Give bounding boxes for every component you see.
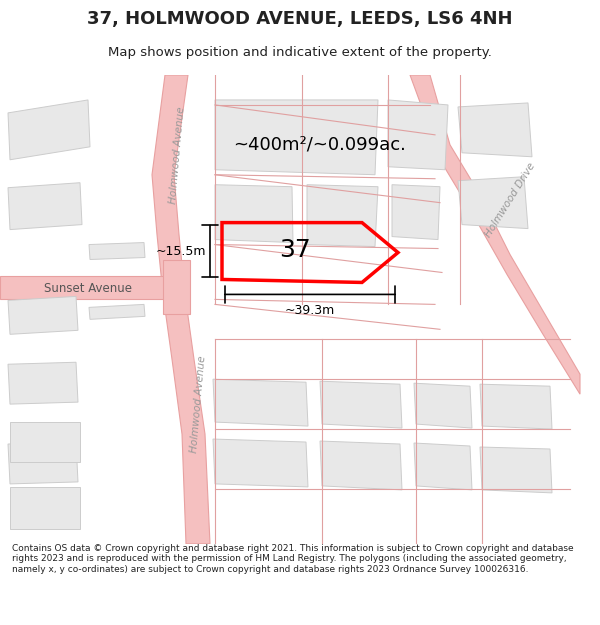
Polygon shape	[307, 185, 378, 246]
Polygon shape	[8, 100, 90, 160]
Polygon shape	[388, 100, 448, 170]
Polygon shape	[213, 439, 308, 487]
Text: 37: 37	[279, 238, 311, 261]
Polygon shape	[163, 259, 190, 314]
Polygon shape	[458, 103, 532, 157]
Text: Holmwood Avenue: Holmwood Avenue	[189, 355, 207, 453]
Polygon shape	[410, 75, 580, 394]
Polygon shape	[480, 384, 552, 429]
Polygon shape	[392, 185, 440, 239]
Polygon shape	[0, 276, 175, 299]
Text: ~39.3m: ~39.3m	[285, 304, 335, 318]
Polygon shape	[480, 447, 552, 493]
Polygon shape	[89, 242, 145, 259]
Polygon shape	[89, 304, 145, 319]
Text: 37, HOLMWOOD AVENUE, LEEDS, LS6 4NH: 37, HOLMWOOD AVENUE, LEEDS, LS6 4NH	[87, 10, 513, 27]
Polygon shape	[414, 443, 472, 490]
Text: Contains OS data © Crown copyright and database right 2021. This information is : Contains OS data © Crown copyright and d…	[12, 544, 574, 574]
Polygon shape	[414, 383, 472, 428]
Polygon shape	[152, 75, 210, 544]
Text: Map shows position and indicative extent of the property.: Map shows position and indicative extent…	[108, 46, 492, 59]
Polygon shape	[320, 441, 402, 490]
Polygon shape	[10, 422, 80, 462]
Text: Sunset Avenue: Sunset Avenue	[44, 282, 132, 295]
Text: ~15.5m: ~15.5m	[155, 244, 206, 258]
Polygon shape	[8, 362, 78, 404]
Polygon shape	[213, 379, 308, 426]
Polygon shape	[8, 296, 78, 334]
Polygon shape	[458, 177, 528, 229]
Polygon shape	[215, 185, 293, 242]
Text: Holmwood Drive: Holmwood Drive	[483, 161, 537, 239]
Polygon shape	[215, 100, 378, 175]
Text: ~400m²/~0.099ac.: ~400m²/~0.099ac.	[233, 136, 406, 154]
Text: Holmwood Avenue: Holmwood Avenue	[168, 106, 186, 204]
Polygon shape	[10, 487, 80, 529]
Polygon shape	[8, 442, 78, 484]
Polygon shape	[8, 182, 82, 229]
Polygon shape	[320, 381, 402, 428]
